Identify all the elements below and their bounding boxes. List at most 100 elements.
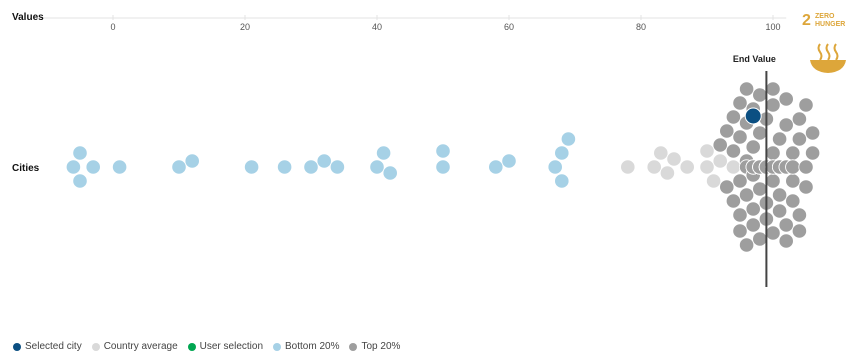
- end-value-label: End Value: [733, 54, 776, 64]
- data-point-country-average: [666, 151, 682, 167]
- data-point-country-average: [699, 143, 715, 159]
- legend-swatch: [187, 342, 196, 351]
- data-point-bottom-20-: [276, 159, 293, 175]
- data-point-top-20-: [791, 223, 808, 239]
- legend-swatch: [349, 342, 358, 351]
- legend-swatch: [13, 342, 21, 351]
- tick-label: 80: [636, 22, 646, 32]
- food-bowl-icon: [810, 43, 846, 73]
- data-point-top-20-: [712, 137, 728, 153]
- x-axis: Values Cities 0 20 40 60 80 100: [12, 12, 787, 174]
- tick-label: 100: [765, 22, 780, 32]
- data-point-top-20-: [785, 173, 801, 189]
- chart-legend: Selected city Country average User selecti…: [13, 341, 400, 352]
- data-point-top-20-: [732, 129, 748, 145]
- legend-label: Bottom 20%: [285, 341, 340, 352]
- data-point-top-20-: [732, 223, 748, 239]
- data-point-country-average: [699, 159, 715, 175]
- badge-line2: HUNGER: [815, 21, 846, 28]
- data-point-bottom-20-: [244, 159, 260, 175]
- beeswarm-chart: Values Cities 0 20 40 60 80 100 End Value: [12, 12, 821, 287]
- data-point-bottom-20-: [72, 145, 88, 161]
- legend-label: User selection: [199, 341, 263, 352]
- data-point-top-20-: [725, 109, 742, 125]
- legend-item[interactable]: Selected city: [13, 341, 82, 352]
- data-point-top-20-: [738, 187, 755, 203]
- data-point-top-20-: [752, 87, 768, 103]
- data-point-bottom-20-: [329, 159, 345, 175]
- data-point-top-20-: [738, 81, 755, 97]
- data-point-top-20-: [765, 81, 781, 97]
- data-point-country-average: [620, 159, 636, 175]
- data-point-top-20-: [771, 203, 788, 219]
- data-point-top-20-: [778, 217, 794, 233]
- data-point-top-20-: [745, 217, 761, 233]
- data-point-top-20-: [765, 225, 781, 241]
- data-point-top-20-: [778, 233, 794, 249]
- data-point-bottom-20-: [435, 159, 451, 175]
- badge-line1: ZERO: [815, 13, 835, 20]
- data-point-country-average: [725, 159, 742, 175]
- zero-hunger-badge: 2 ZERO HUNGER: [802, 12, 848, 76]
- data-point-bottom-20-: [112, 159, 128, 175]
- data-point-top-20-: [719, 123, 735, 139]
- data-point-top-20-: [771, 187, 788, 203]
- axis-title-values: Values: [12, 12, 44, 23]
- data-point-top-20-: [745, 201, 761, 217]
- data-point-bottom-20-: [171, 159, 187, 175]
- data-point-top-20-: [771, 131, 788, 147]
- data-point-bottom-20-: [501, 153, 517, 169]
- data-point-bottom-20-: [72, 173, 88, 189]
- data-point-top-20-: [732, 95, 748, 111]
- data-point-top-20-: [798, 179, 814, 195]
- end-value-line: End Value: [733, 54, 776, 287]
- data-point-top-20-: [798, 97, 814, 113]
- data-point-bottom-20-: [560, 131, 577, 147]
- data-point-top-20-: [752, 181, 768, 197]
- legend-item[interactable]: Bottom 20%: [273, 341, 339, 352]
- data-point-top-20-: [798, 159, 814, 175]
- data-point-top-20-: [719, 179, 735, 195]
- data-point-top-20-: [765, 173, 781, 189]
- data-point-selected-city: [744, 107, 762, 125]
- badge-number: 2: [802, 12, 811, 29]
- data-point-country-average: [679, 159, 695, 175]
- data-point-top-20-: [778, 117, 794, 133]
- chart-area: Values Cities 0 20 40 60 80 100 End Value: [12, 12, 821, 287]
- data-point-bottom-20-: [382, 165, 398, 181]
- data-point-top-20-: [791, 131, 808, 147]
- data-point-bottom-20-: [65, 159, 82, 175]
- data-point-top-20-: [785, 145, 801, 161]
- data-point-country-average: [646, 159, 662, 175]
- data-point-top-20-: [804, 125, 821, 141]
- data-point-top-20-: [791, 111, 808, 127]
- tick-label: 20: [240, 22, 250, 32]
- tick-label: 40: [372, 22, 382, 32]
- legend-swatch: [273, 342, 281, 351]
- data-point-country-average: [712, 153, 728, 169]
- legend-item[interactable]: Country average: [91, 341, 178, 352]
- tick-label: 0: [110, 22, 115, 32]
- data-point-bottom-20-: [435, 143, 451, 159]
- data-point-country-average: [653, 145, 669, 161]
- data-point-top-20-: [778, 91, 794, 107]
- data-point-bottom-20-: [375, 145, 392, 161]
- data-point-top-20-: [725, 143, 742, 159]
- legend-swatch: [91, 342, 100, 351]
- data-point-bottom-20-: [554, 145, 570, 161]
- data-point-country-average: [705, 173, 722, 189]
- data-point-top-20-: [732, 207, 748, 223]
- data-point-bottom-20-: [369, 159, 385, 175]
- badge-label: ZERO HUNGER: [815, 13, 849, 29]
- data-point-bottom-20-: [488, 159, 504, 175]
- data-point-top-20-: [804, 145, 821, 161]
- legend-item[interactable]: Top 20%: [349, 341, 400, 352]
- data-point-top-20-: [745, 139, 761, 155]
- data-point-bottom-20-: [547, 159, 563, 175]
- data-point-top-20-: [785, 193, 801, 209]
- legend-item[interactable]: User selection: [187, 341, 263, 352]
- data-point-top-20-: [732, 173, 748, 189]
- legend-label: Selected city: [25, 341, 82, 352]
- data-point-top-20-: [791, 207, 808, 223]
- data-point-bottom-20-: [85, 159, 101, 175]
